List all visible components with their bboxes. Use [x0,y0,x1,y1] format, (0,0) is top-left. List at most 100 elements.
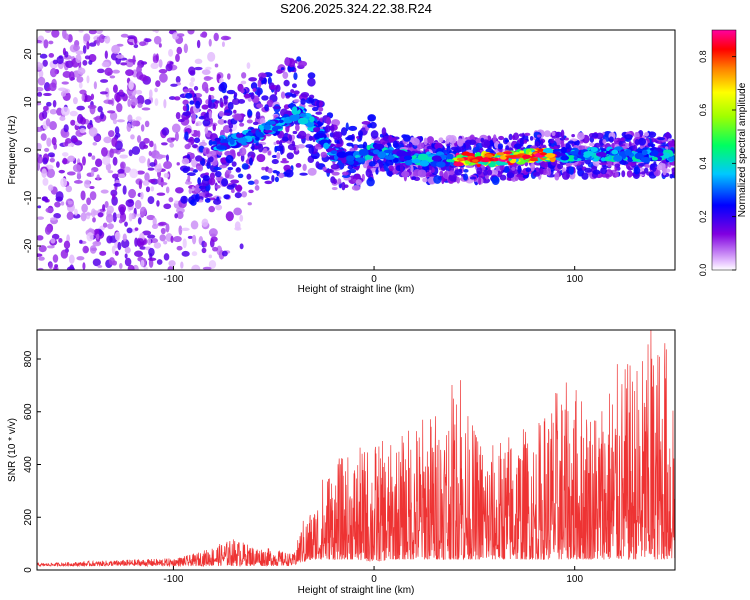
spectrogram-noise-blob [134,36,138,45]
spectrogram-noise-blob [202,266,212,270]
spectrogram-noise-blob [37,61,41,66]
spectrogram-cloud-blob [271,159,279,165]
spectrogram-noise-blob [68,254,75,264]
spectrogram-noise-blob [123,166,131,173]
spectrogram-cloud-blob [426,145,434,150]
spectrogram-noise-blob [210,236,218,242]
spectrogram-noise-blob [62,71,72,78]
spectrogram-cloud-blob [197,177,202,185]
spectrogram-cloud-blob [208,156,214,163]
spectrogram-cloud-blob [347,134,355,140]
spectrogram-cloud-blob [428,164,433,171]
spectrogram-cloud-blob [330,163,340,170]
spectrogram-noise-blob [38,256,45,261]
spectrogram-noise-blob [156,192,166,196]
spectrogram-cloud-blob [290,89,295,94]
spectrogram-cloud-blob [298,60,308,67]
spectrogram-noise-blob [49,82,57,92]
spectrogram-noise-blob [60,201,65,206]
spectrogram-noise-blob [104,50,108,60]
spectrogram-noise-blob [88,30,97,35]
spectrogram-cloud-blob [624,134,633,140]
spectrogram-noise-blob [148,247,155,257]
spectrogram-noise-blob [188,66,196,75]
spectrogram-noise-blob [126,227,133,234]
spectrogram-cloud-blob [220,101,224,108]
spectrogram-noise-blob [108,130,115,138]
spectrogram-track-blob [255,131,264,138]
spectrogram-noise-blob [48,40,54,45]
spectrogram-track-blob [411,158,421,164]
spectrogram-noise-blob [163,203,172,210]
spectrogram-cloud-blob [450,146,459,151]
spectrogram-noise-blob [140,191,144,200]
spectrogram-noise-blob [53,266,58,270]
spectrogram-noise-blob [99,250,107,256]
spectrogram-noise-blob [89,119,93,126]
spectrogram-cloud-blob [647,131,657,138]
spectrogram-noise-blob [40,133,47,141]
spectrogram-cloud-blob [256,153,266,163]
spectrogram-cloud-blob [454,169,463,176]
spectrogram-cloud-blob [180,195,188,204]
spectrogram-cloud-blob [226,184,235,190]
spectrogram-cloud-blob [248,77,258,82]
spectrogram-noise-blob [61,152,69,157]
spectrogram-cloud-blob [190,199,197,206]
spectrogram-noise-blob [45,118,51,127]
spectrogram-noise-blob [144,120,150,128]
spectrogram-cloud-blob [202,175,210,182]
spectrogram-noise-blob [100,79,109,83]
spectrogram-noise-blob [42,157,49,165]
spectrogram-cloud-blob [191,112,197,122]
spectrogram-cloud-blob [229,128,233,133]
spectrogram-noise-blob [92,258,101,267]
spectrogram-cloud-blob [333,119,339,125]
spectrogram-noise-blob [38,69,44,79]
spectrogram-noise-blob [66,266,75,270]
snr-x-tick-label: -100 [163,574,183,585]
spectrogram-noise-blob [60,90,67,97]
colorbar-tick-label: 0.0 [698,264,708,277]
spectrogram-cloud-blob [225,169,232,175]
spectrogram-cloud-blob [539,167,544,175]
spectrogram-noise-blob [66,171,76,176]
spectrogram-noise-blob [52,100,57,108]
spectrogram-cloud-blob [505,145,510,150]
spectrogram-noise-blob [50,217,58,221]
spectrogram-cloud-blob [554,172,560,181]
spectrogram-cloud-blob [399,163,404,173]
spectrogram-cloud-blob [196,165,202,170]
spectrogram-cloud-blob [291,83,297,89]
spectrogram-cloud-blob [215,170,222,178]
spectrogram-noise-blob [79,89,87,95]
spectrogram-cloud-blob [549,138,555,144]
spectrogram-x-tick-label: -100 [163,274,183,285]
spectrogram-cloud-blob [281,136,289,142]
spectrogram-noise-blob [155,80,161,87]
spectrogram-noise-blob [73,208,78,216]
spectrogram-cloud-blob [463,173,469,181]
spectrogram-cloud-blob [551,143,555,148]
spectrogram-cloud-blob [189,152,195,159]
spectrogram-noise-blob [41,168,47,178]
spectrogram-cloud-blob [226,89,236,95]
spectrogram-noise-blob [191,158,198,168]
snr-y-tick-label: 200 [23,508,34,525]
spectrogram-noise-blob [191,264,201,270]
snr-y-tick-label: 600 [23,403,34,420]
spectrogram-noise-blob [111,245,116,255]
spectrogram-cloud-blob [295,124,300,132]
spectrogram-noise-blob [52,254,59,263]
spectrogram-noise-blob [192,234,197,245]
spectrogram-track-blob [573,155,578,161]
spectrogram-noise-blob [72,164,82,172]
spectrogram-noise-blob [213,32,219,42]
spectrogram-cloud-blob [543,130,551,138]
spectrogram-track-blob [595,151,607,157]
spectrogram-track-blob [263,124,271,131]
spectrogram-cloud-blob [205,148,210,154]
spectrogram-noise-blob [159,234,166,242]
spectrogram-noise-blob [172,32,180,40]
